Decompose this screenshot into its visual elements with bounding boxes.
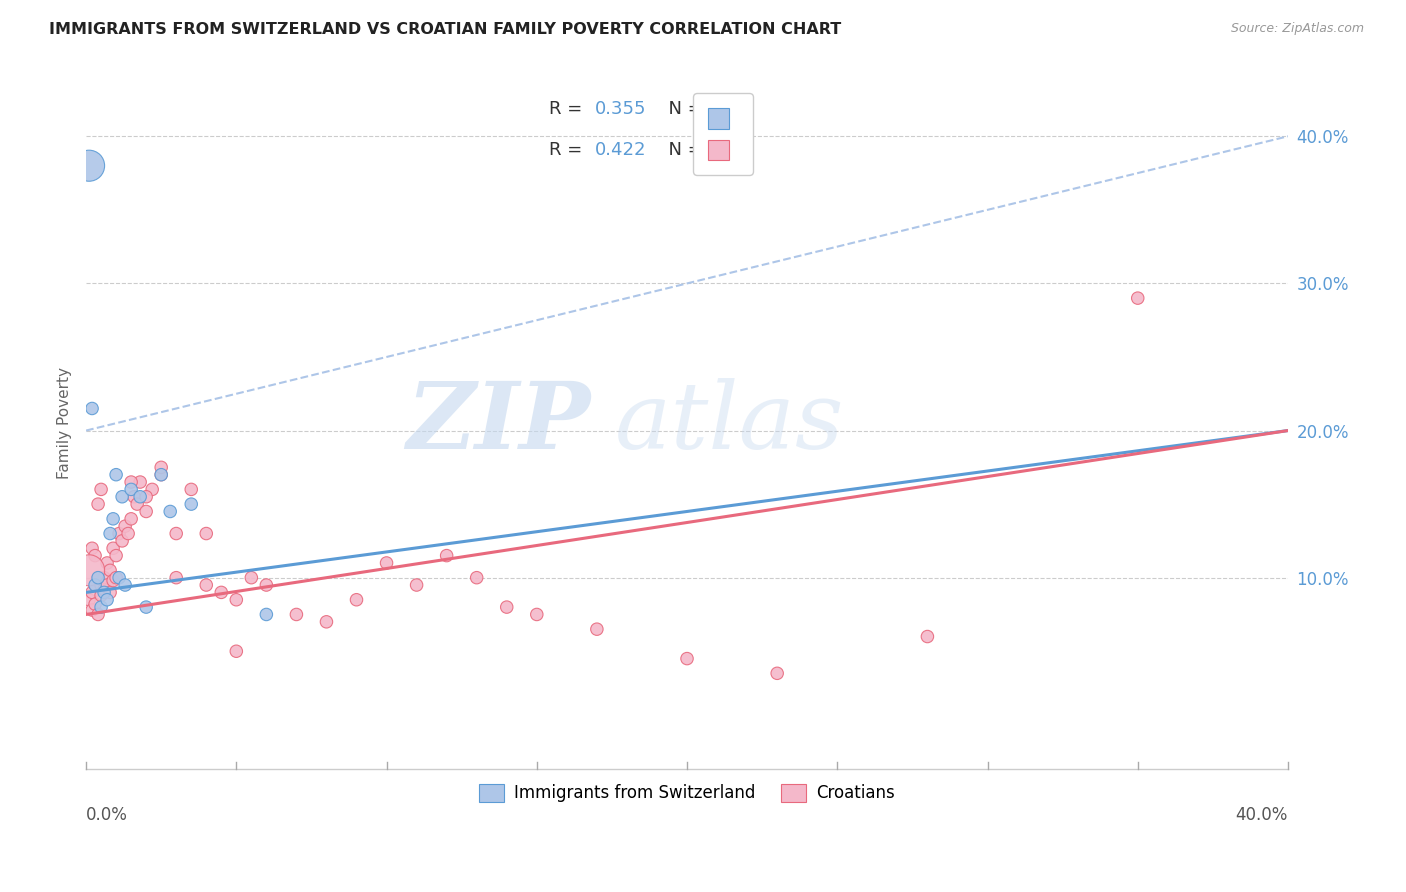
Point: [80, 585, 103, 599]
Point: [111, 533, 134, 548]
Point: [150, 467, 173, 482]
Text: 0.0%: 0.0%: [86, 805, 128, 823]
Point: [225, 644, 247, 658]
Point: [346, 592, 368, 607]
Point: [80, 401, 103, 416]
Point: [129, 490, 152, 504]
Point: [120, 475, 142, 489]
Point: [225, 592, 247, 607]
Legend: Immigrants from Switzerland, Croatians: Immigrants from Switzerland, Croatians: [472, 777, 901, 809]
Point: [495, 600, 517, 615]
Point: [87, 571, 110, 585]
Text: atlas: atlas: [614, 378, 845, 468]
Point: [98, 526, 121, 541]
Point: [77, 159, 100, 173]
Point: [917, 630, 939, 644]
Point: [180, 497, 202, 511]
Point: [87, 607, 110, 622]
Point: [84, 549, 107, 563]
Point: [80, 603, 103, 617]
Point: [135, 600, 157, 615]
Point: [195, 526, 218, 541]
Point: [159, 504, 181, 518]
Point: [108, 571, 131, 585]
Point: [101, 541, 124, 556]
Point: [122, 490, 145, 504]
Point: [195, 578, 218, 592]
Point: [77, 563, 100, 577]
Point: [180, 483, 202, 497]
Point: [105, 549, 128, 563]
Point: [1126, 291, 1149, 305]
Point: [90, 578, 112, 592]
Point: [101, 512, 124, 526]
Point: [165, 526, 187, 541]
Point: [465, 571, 488, 585]
Point: [254, 607, 277, 622]
Point: [114, 578, 136, 592]
Point: [150, 467, 173, 482]
Point: [98, 585, 121, 599]
Point: [105, 571, 128, 585]
Point: [526, 607, 548, 622]
Point: [120, 512, 142, 526]
Text: N =: N =: [657, 141, 709, 159]
Text: 40.0%: 40.0%: [1236, 805, 1288, 823]
Y-axis label: Family Poverty: Family Poverty: [58, 368, 72, 479]
Text: 0.422: 0.422: [595, 141, 645, 159]
Text: ZIP: ZIP: [406, 378, 591, 468]
Point: [315, 615, 337, 629]
Point: [120, 483, 142, 497]
Point: [436, 549, 458, 563]
Text: IMMIGRANTS FROM SWITZERLAND VS CROATIAN FAMILY POVERTY CORRELATION CHART: IMMIGRANTS FROM SWITZERLAND VS CROATIAN …: [49, 22, 841, 37]
Point: [90, 600, 112, 615]
Text: 0.355: 0.355: [595, 100, 645, 118]
Point: [96, 592, 118, 607]
Point: [77, 592, 100, 607]
Text: N =: N =: [657, 100, 709, 118]
Point: [209, 585, 232, 599]
Point: [90, 588, 112, 602]
Point: [127, 497, 149, 511]
Text: 20: 20: [704, 100, 728, 118]
Point: [285, 607, 308, 622]
Point: [90, 483, 112, 497]
Point: [96, 556, 118, 570]
Point: [135, 504, 157, 518]
Point: [87, 571, 110, 585]
Point: [105, 467, 128, 482]
Point: [676, 651, 699, 665]
Point: [240, 571, 263, 585]
Point: [84, 578, 107, 592]
Text: 62: 62: [704, 141, 728, 159]
Point: [84, 597, 107, 611]
Point: [766, 666, 789, 681]
Point: [80, 541, 103, 556]
Text: Source: ZipAtlas.com: Source: ZipAtlas.com: [1230, 22, 1364, 36]
Point: [254, 578, 277, 592]
Point: [141, 483, 163, 497]
Point: [108, 526, 131, 541]
Point: [93, 582, 115, 597]
Point: [150, 460, 173, 475]
Point: [84, 578, 107, 592]
Text: R =: R =: [548, 141, 588, 159]
Point: [101, 574, 124, 588]
Point: [114, 519, 136, 533]
Text: R =: R =: [548, 100, 588, 118]
Point: [93, 585, 115, 599]
Point: [87, 497, 110, 511]
Point: [117, 526, 139, 541]
Point: [93, 571, 115, 585]
Point: [98, 563, 121, 577]
Point: [165, 571, 187, 585]
Point: [135, 490, 157, 504]
Point: [405, 578, 427, 592]
Point: [586, 622, 609, 636]
Point: [129, 475, 152, 489]
Point: [111, 490, 134, 504]
Point: [96, 578, 118, 592]
Point: [375, 556, 398, 570]
